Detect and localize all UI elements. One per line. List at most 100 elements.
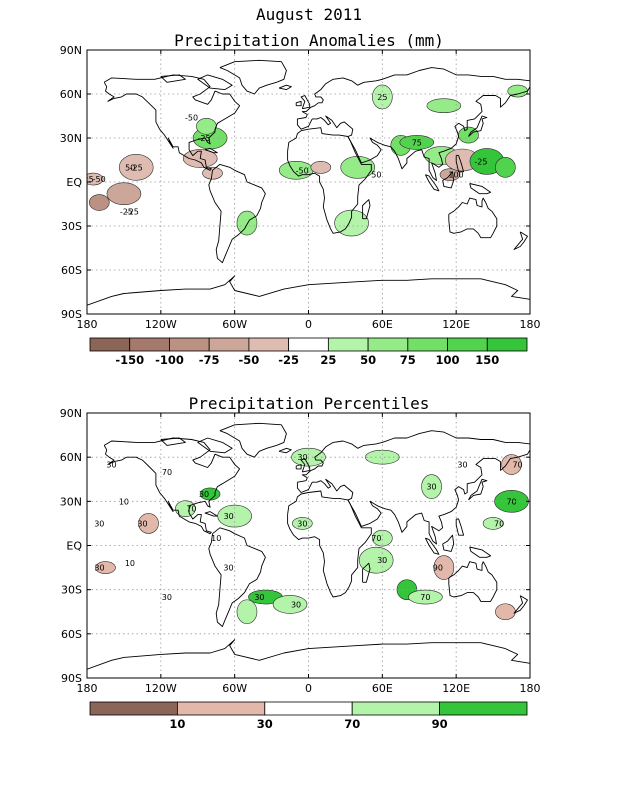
coastlines [87, 422, 530, 670]
y-tick-label: 90S [61, 308, 82, 321]
x-tick-label: 60E [372, 682, 393, 695]
colorbar-swatch [407, 337, 448, 352]
colorbar-swatch [208, 337, 250, 352]
x-tick-label: 120W [145, 682, 177, 695]
coastline [442, 171, 455, 189]
coastline [300, 458, 311, 473]
x-tick-label: 0 [305, 682, 312, 695]
graticule [87, 50, 530, 314]
anomaly-field: 3010303030307070703030103070703030309070… [94, 447, 529, 625]
figure-title: August 2011 [256, 5, 362, 24]
colorbar-label: -50 [239, 353, 260, 367]
colorbar-label: 75 [400, 353, 416, 367]
y-tick-label: 30N [60, 132, 82, 145]
contour-label: -25 [120, 207, 133, 216]
contour-label: 30 [254, 593, 264, 602]
contour-label: 70 [512, 461, 522, 470]
y-tick-label: EQ [66, 176, 82, 189]
coastlines [87, 59, 530, 306]
coastline [278, 447, 292, 454]
colorbar-label: 10 [169, 717, 185, 731]
coastline [448, 197, 498, 239]
y-tick-label: 60S [61, 628, 82, 641]
x-tick-label: 120E [442, 318, 470, 331]
contour-label: -25 [81, 175, 94, 184]
coastline [160, 74, 186, 83]
shaded-region [138, 513, 159, 534]
contour-label: 25 [377, 93, 387, 102]
contour-label: 30 [457, 461, 467, 470]
contour-label: 30 [297, 453, 307, 462]
colorbar-label: -150 [115, 353, 144, 367]
shaded-region [236, 210, 258, 236]
colorbar-swatch [129, 337, 170, 352]
y-tick-label: 30N [60, 495, 82, 508]
colorbar-label: 90 [432, 717, 448, 731]
colorbar-label: 30 [257, 717, 273, 731]
coastline [513, 231, 528, 250]
contour-label: -25 [130, 163, 143, 172]
coastline [295, 464, 302, 470]
x-tick-label: 120W [145, 318, 177, 331]
colorbar-label: 70 [344, 717, 360, 731]
contour-label: 30 [223, 564, 233, 573]
graticule [87, 413, 530, 678]
shaded-region [334, 209, 369, 237]
contour-label: 30 [94, 519, 104, 528]
coastline [455, 155, 465, 173]
y-tick-label: EQ [66, 540, 82, 553]
coastline [208, 163, 266, 264]
y-tick-label: 30S [61, 220, 82, 233]
colorbar-swatch [327, 337, 369, 352]
shaded-region [358, 546, 394, 574]
shaded-region [495, 603, 516, 621]
x-tick-label: 0 [305, 318, 312, 331]
shaded-region [433, 555, 455, 580]
contour-label: 100 [448, 171, 463, 180]
coastline [87, 275, 530, 306]
contour-label: 70 [371, 534, 381, 543]
x-tick-label: 180 [77, 318, 98, 331]
colorbar: 10 30 70 90 [89, 701, 528, 731]
contour-label: 30 [137, 519, 147, 528]
coastline [469, 546, 492, 558]
percentile-map-panel: 3010303030307070703030103070703030309070… [60, 407, 541, 731]
x-tick-label: 120E [442, 682, 470, 695]
coastline [204, 511, 218, 517]
coastline [362, 562, 371, 583]
contour-label: -50 [296, 166, 309, 175]
coastline [468, 115, 488, 137]
y-tick-label: 30S [61, 584, 82, 597]
colorbar-label: 150 [475, 353, 499, 367]
contour-label: 30 [106, 461, 116, 470]
colorbar-swatch [486, 337, 528, 352]
coastline [204, 147, 218, 154]
shaded-region [272, 595, 308, 614]
colorbar-swatch [89, 337, 131, 352]
coastline [424, 537, 440, 555]
coastline [219, 422, 287, 458]
shaded-region [95, 561, 116, 574]
contour-label: 70 [494, 519, 504, 528]
contour-label: 70 [420, 593, 430, 602]
colorbar-swatch [248, 337, 290, 352]
y-tick-label: 90N [60, 44, 82, 57]
shaded-region [458, 126, 479, 144]
contour-label: 30 [377, 556, 387, 565]
coastline [448, 561, 498, 602]
coastline [469, 183, 492, 195]
coastline [103, 74, 241, 171]
contour-label: 30 [426, 483, 436, 492]
x-tick-label: 180 [77, 682, 98, 695]
coastline [278, 84, 292, 91]
colorbar-label: -75 [199, 353, 220, 367]
coastline [287, 490, 372, 598]
colorbar-swatch [367, 337, 409, 352]
coastline [300, 95, 311, 110]
y-tick-label: 60N [60, 451, 82, 464]
contour-label: -25 [474, 157, 487, 166]
anomaly-map-panel: -25-25-25-25-50-50 5075100-2525-5050-2518… [60, 44, 541, 367]
y-tick-label: 60N [60, 88, 82, 101]
shaded-region [89, 194, 110, 211]
coastline [219, 59, 287, 95]
